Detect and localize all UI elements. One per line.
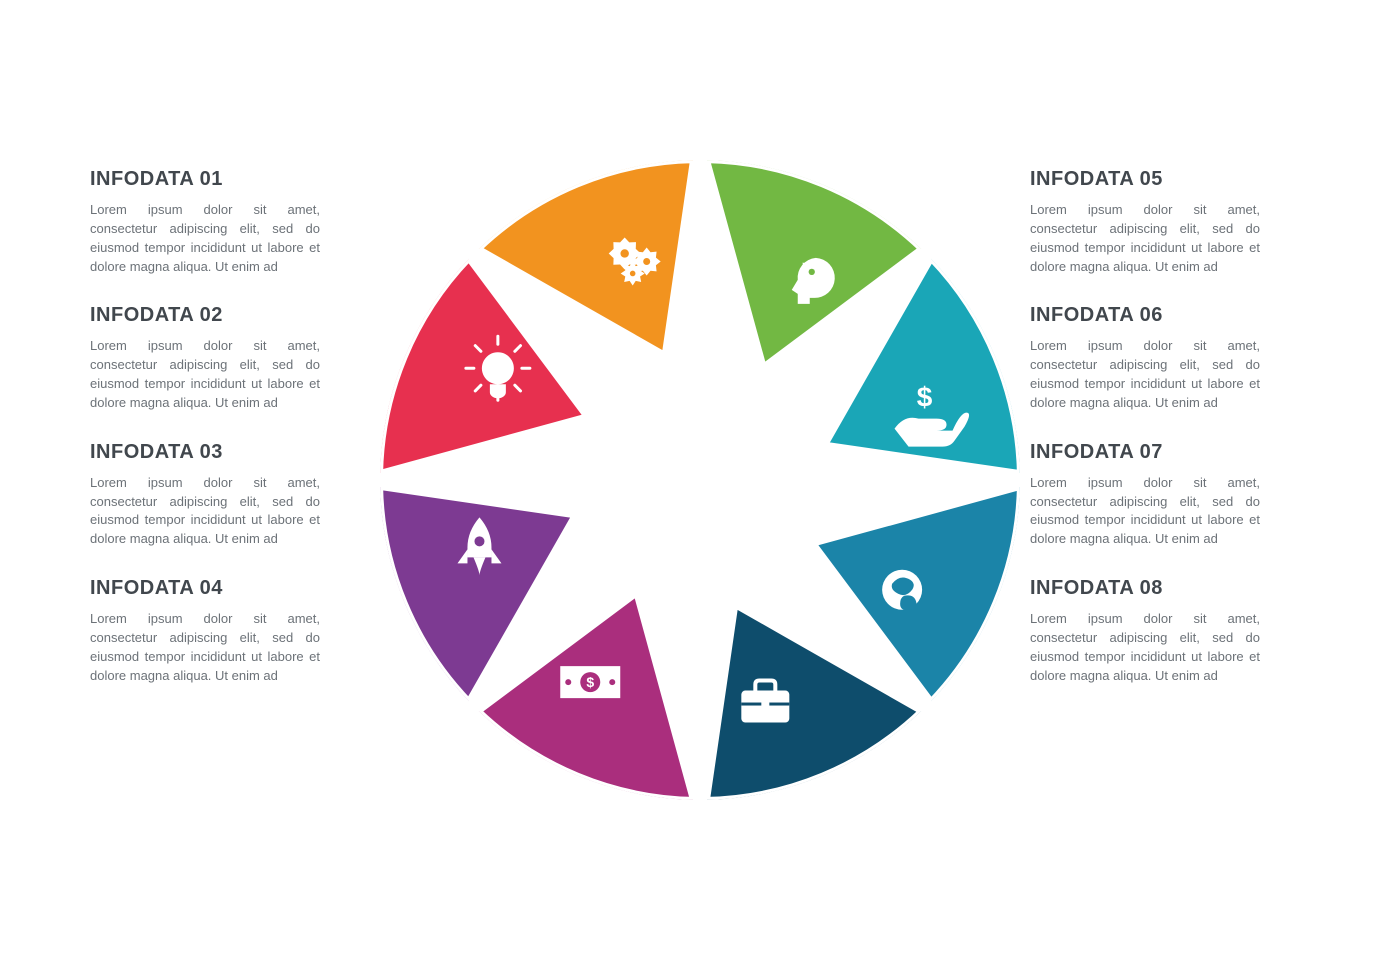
svg-text:$: $ <box>586 674 594 690</box>
info-block-03: INFODATA 03 Lorem ipsum dolor sit amet, … <box>90 441 320 549</box>
info-title: INFODATA 03 <box>90 441 320 464</box>
info-block-06: INFODATA 06 Lorem ipsum dolor sit amet, … <box>1030 304 1260 412</box>
info-body: Lorem ipsum dolor sit amet, consectetur … <box>90 610 320 685</box>
info-title: INFODATA 05 <box>1030 168 1260 191</box>
info-block-08: INFODATA 08 Lorem ipsum dolor sit amet, … <box>1030 577 1260 685</box>
info-body: Lorem ipsum dolor sit amet, consectetur … <box>1030 610 1260 685</box>
left-column: INFODATA 01 Lorem ipsum dolor sit amet, … <box>90 168 320 714</box>
info-title: INFODATA 01 <box>90 168 320 191</box>
info-title: INFODATA 06 <box>1030 304 1260 327</box>
info-title: INFODATA 02 <box>90 304 320 327</box>
info-block-02: INFODATA 02 Lorem ipsum dolor sit amet, … <box>90 304 320 412</box>
info-title: INFODATA 04 <box>90 577 320 600</box>
info-block-01: INFODATA 01 Lorem ipsum dolor sit amet, … <box>90 168 320 276</box>
info-block-07: INFODATA 07 Lorem ipsum dolor sit amet, … <box>1030 441 1260 549</box>
right-column: INFODATA 05 Lorem ipsum dolor sit amet, … <box>1030 168 1260 714</box>
info-block-04: INFODATA 04 Lorem ipsum dolor sit amet, … <box>90 577 320 685</box>
info-title: INFODATA 07 <box>1030 441 1260 464</box>
cash-icon: $ <box>560 666 620 698</box>
shutter-svg: $$ <box>350 130 1050 830</box>
info-body: Lorem ipsum dolor sit amet, consectetur … <box>1030 201 1260 276</box>
info-body: Lorem ipsum dolor sit amet, consectetur … <box>90 201 320 276</box>
info-body: Lorem ipsum dolor sit amet, consectetur … <box>90 337 320 412</box>
info-body: Lorem ipsum dolor sit amet, consectetur … <box>1030 337 1260 412</box>
infographic-stage: INFODATA 01 Lorem ipsum dolor sit amet, … <box>0 0 1400 980</box>
shutter-diagram: $$ <box>350 130 1050 830</box>
info-block-05: INFODATA 05 Lorem ipsum dolor sit amet, … <box>1030 168 1260 276</box>
svg-text:$: $ <box>917 382 933 413</box>
info-body: Lorem ipsum dolor sit amet, consectetur … <box>90 474 320 549</box>
info-title: INFODATA 08 <box>1030 577 1260 600</box>
info-body: Lorem ipsum dolor sit amet, consectetur … <box>1030 474 1260 549</box>
